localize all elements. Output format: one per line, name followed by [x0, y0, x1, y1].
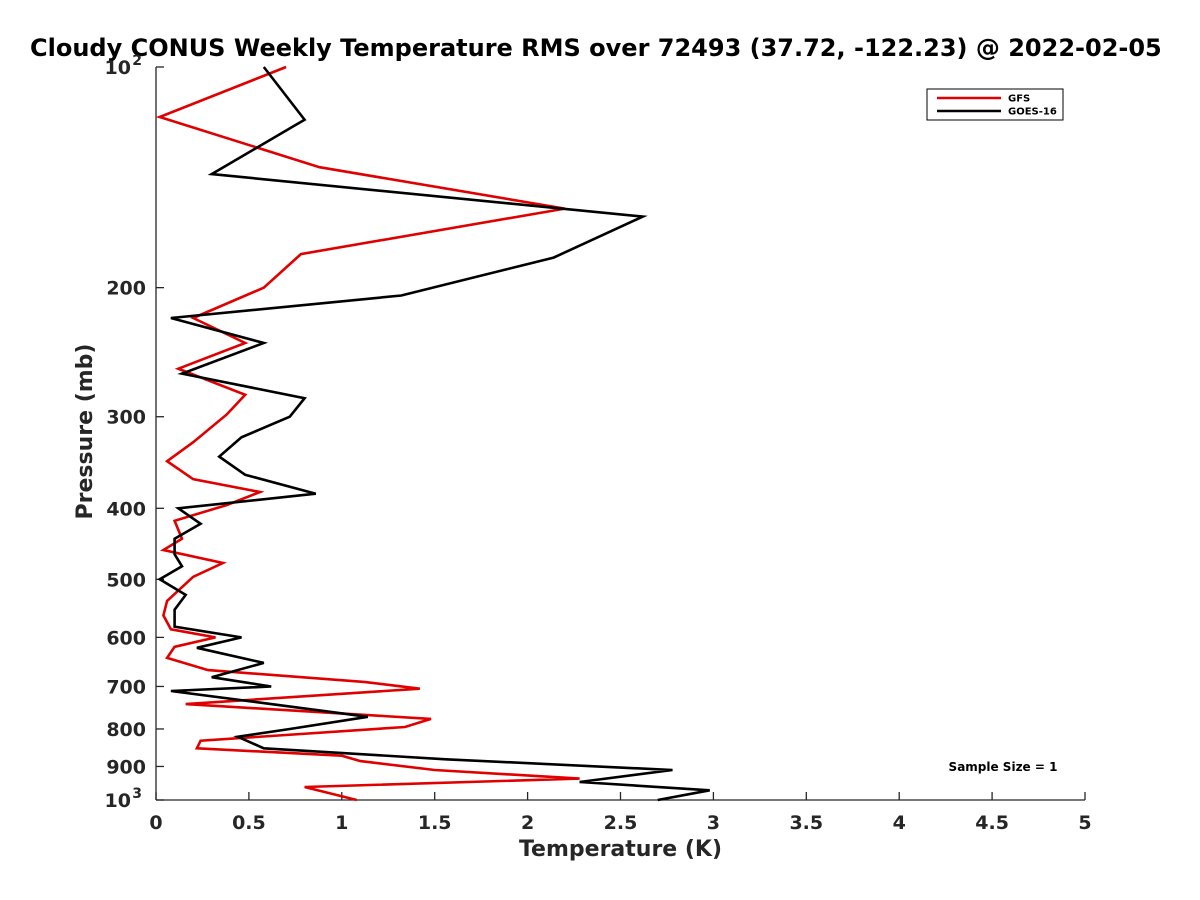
- x-tick-label: 3.5: [789, 812, 823, 834]
- legend-label: GOES-16: [1008, 107, 1057, 118]
- y-tick-label: 700: [106, 676, 146, 698]
- y-tick-label: 800: [106, 719, 146, 741]
- series-line-gfs: [155, 65, 580, 802]
- y-tick-label: 500: [106, 569, 146, 591]
- series-group: [155, 65, 710, 802]
- legend-box: [926, 88, 1064, 121]
- x-tick-label: 5: [1078, 812, 1091, 834]
- x-axis-ticks: 0 0.5 1 1.5 2 2.5 3 3.5 4 4.5 5: [149, 792, 1092, 834]
- series-line-goes-16: [157, 66, 710, 802]
- y-axis-label: Pressure (mb): [73, 344, 98, 520]
- x-tick-label: 2.5: [604, 812, 638, 834]
- y-tick-label: 600: [106, 627, 146, 649]
- y-tick-label: 10: [105, 57, 131, 79]
- x-tick-label: 0: [149, 812, 162, 834]
- legend: GFS GOES-16: [926, 88, 1064, 121]
- y-tick-label: 400: [106, 498, 146, 520]
- y-tick-exponent: 2: [132, 53, 142, 69]
- x-axis-label: Temperature (K): [519, 837, 722, 862]
- x-tick-label: 4.5: [975, 812, 1009, 834]
- x-tick-label: 0.5: [232, 812, 266, 834]
- x-tick-label: 1: [335, 812, 348, 834]
- x-tick-label: 1.5: [418, 812, 452, 834]
- x-tick-label: 3: [707, 812, 720, 834]
- legend-label: GFS: [1008, 94, 1030, 105]
- y-tick-label: 300: [106, 407, 146, 429]
- plot-area: 0 0.5 1 1.5 2 2.5 3 3.5 4 4.5 5 10 2200300400500600…: [105, 53, 1092, 834]
- y-tick-exponent: 3: [132, 786, 142, 802]
- chart-title: Cloudy CONUS Weekly Temperature RMS over…: [30, 34, 1162, 62]
- y-tick-label: 200: [106, 278, 146, 300]
- x-tick-label: 2: [521, 812, 534, 834]
- y-tick-label: 10: [105, 790, 131, 812]
- sample-size-annotation: Sample Size = 1: [949, 760, 1058, 774]
- y-tick-label: 900: [106, 756, 146, 778]
- x-tick-label: 4: [893, 812, 906, 834]
